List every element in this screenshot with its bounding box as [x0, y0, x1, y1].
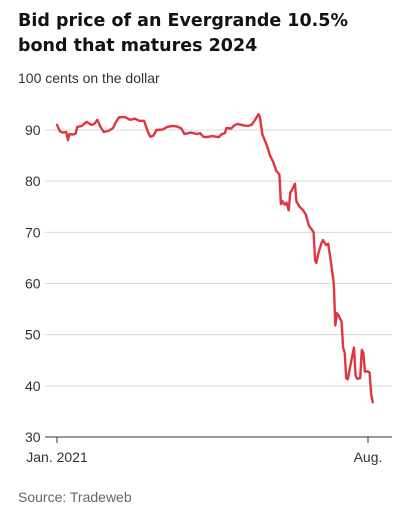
- y-tick-label: 70: [25, 224, 41, 240]
- x-axis-ticks: Jan. 2021 Aug.: [26, 437, 382, 465]
- y-tick-label: 50: [25, 327, 41, 343]
- line-chart: 30 40 50 60 70 80 90 Jan. 2021 Aug.: [25, 112, 392, 465]
- source-note: Source: Tradeweb: [18, 489, 132, 505]
- y-tick-label: 60: [25, 276, 41, 292]
- y-tick-label: 80: [25, 173, 41, 189]
- chart-title: Bid price of an Evergrande 10.5% bond th…: [18, 11, 349, 56]
- y-tick-label: 90: [25, 122, 41, 138]
- gridlines: [45, 129, 392, 438]
- y-tick-label: 30: [25, 429, 41, 445]
- x-tick-label: Aug.: [354, 449, 383, 465]
- y-axis-tick-labels: 30 40 50 60 70 80 90: [25, 122, 41, 445]
- y-tick-label: 40: [25, 378, 41, 394]
- x-tick-label: Jan. 2021: [26, 449, 88, 465]
- bond-price-line: [55, 112, 374, 404]
- y-axis-unit-label: 100 cents on the dollar: [18, 70, 160, 86]
